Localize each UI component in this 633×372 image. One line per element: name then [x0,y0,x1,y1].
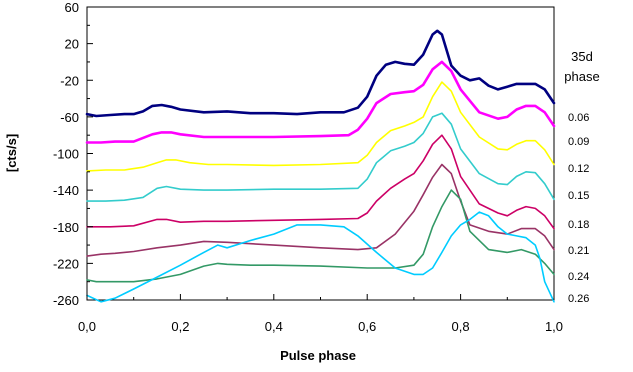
phase-label: 0.09 [568,136,589,148]
y-tick-label: -180 [53,220,79,235]
phase-label: 0.06 [568,112,589,124]
x-tick-label: 0,6 [358,319,376,334]
series-line-0.24 [86,189,555,283]
legend-title-line2: phase [564,69,599,84]
x-tick-label: 0,2 [171,319,189,334]
phase-label: 0.12 [568,163,589,175]
x-tick-label: 0,0 [78,319,96,334]
phase-label: 0.24 [568,271,589,283]
y-tick-label: -60 [60,110,79,125]
legend-title-line1: 35d [571,49,593,64]
side-labels: 0.06 0.09 0.12 0.15 0.18 0.21 0.24 0.26 [568,112,589,305]
y-axis-title: [cts/s] [4,134,19,172]
series-line-0.26 [86,211,555,303]
phase-label: 0.26 [568,293,589,305]
y-tick-label: -20 [60,73,79,88]
phase-label: 0.18 [568,219,589,231]
x-tick-label: 0,4 [265,319,283,334]
series-line-0.12 [86,81,555,172]
y-tick-label: -140 [53,183,79,198]
series-line-0.18 [86,134,555,230]
series-line-0.15 [86,112,555,202]
y-tick-label: 60 [65,0,79,15]
series-line-0.06 [85,29,556,118]
phase-label: 0.21 [568,245,589,257]
plot-area [86,6,555,301]
plot-border [86,6,555,301]
y-tick-label: -100 [53,147,79,162]
series-line-0.09 [85,60,556,144]
y-tick-label: 20 [65,37,79,52]
x-axis-title: Pulse phase [280,348,356,363]
y-tick-labels: 60 20 -20 -60 -100 -140 -180 -220 -260 [53,0,79,308]
y-tick-label: -220 [53,256,79,271]
series-group [85,29,556,303]
axes [86,6,555,301]
x-tick-label: 0,8 [452,319,470,334]
phase-label: 0.15 [568,190,589,202]
x-tick-labels: 0,0 0,2 0,4 0,6 0,8 1,0 [78,319,563,334]
x-tick-label: 1,0 [545,319,563,334]
series-line-0.21 [86,163,555,257]
y-tick-label: -260 [53,293,79,308]
